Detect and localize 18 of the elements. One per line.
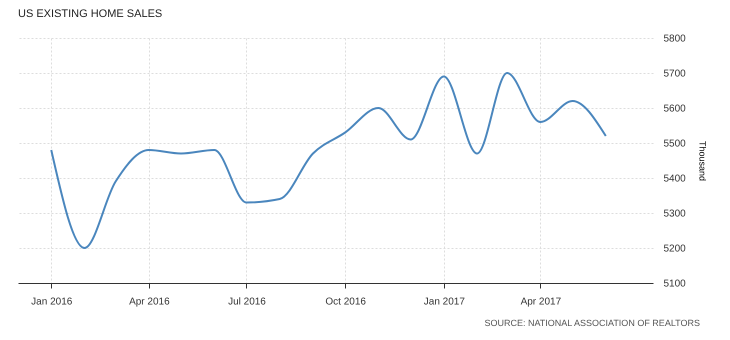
y-tick-label: 5400 (664, 174, 686, 184)
x-tick-label: Jan 2016 (31, 296, 73, 308)
x-tick-label: Jul 2016 (228, 296, 266, 308)
y-tick-label: 5500 (664, 138, 686, 150)
x-tick-label: Jan 2017 (424, 296, 466, 308)
line-series (50, 72, 607, 249)
y-tick-label: 5200 (664, 244, 686, 254)
y-tick-label: 5800 (664, 34, 686, 44)
source-note: SOURCE: NATIONAL ASSOCIATION OF REALTORS (483, 318, 700, 328)
y-tick-label: 5600 (664, 104, 686, 114)
y-tick-label: 5300 (664, 208, 686, 220)
y-tick-label: 5100 (664, 278, 686, 290)
x-tick-label: Oct 2016 (325, 296, 366, 308)
x-tick-label: Apr 2016 (129, 296, 170, 308)
x-tick-label: Apr 2017 (520, 296, 562, 308)
y-axis-title: Thousand (698, 140, 708, 182)
y-tick-label: 5700 (664, 68, 686, 80)
chart-title: US EXISTING HOME SALES (18, 8, 162, 20)
